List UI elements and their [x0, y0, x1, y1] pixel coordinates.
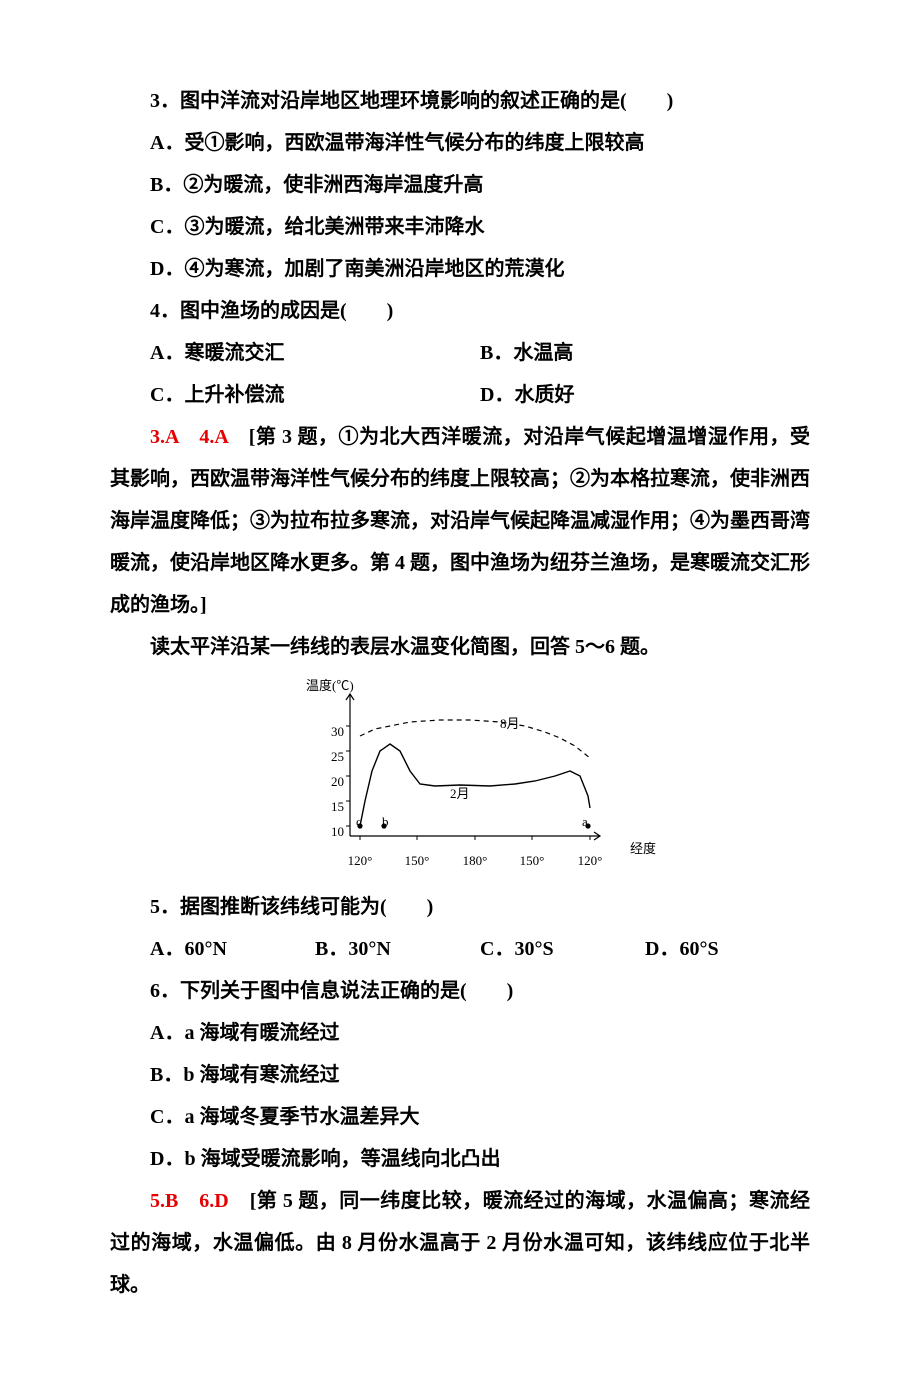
xtick-3: 150°: [520, 847, 545, 874]
answer-56: 5.B 6.D [第 5 题，同一纬度比较，暖流经过的海域，水温偏高；寒流经过的…: [110, 1180, 810, 1306]
q3-option-b: B．②为暖流，使非洲西海岸温度升高: [110, 164, 810, 206]
q6-option-d: D．b 海域受暖流影响，等温线向北凸出: [110, 1138, 810, 1180]
answer-34-key: 3.A 4.A: [150, 426, 228, 448]
answer-56-key: 5.B 6.D: [150, 1190, 229, 1212]
xtick-4: 120°: [578, 847, 603, 874]
q4-option-a: A．寒暖流交汇: [150, 332, 480, 374]
q3-option-a: A．受①影响，西欧温带海洋性气候分布的纬度上限较高: [110, 122, 810, 164]
q5-options-row: A．60°N B．30°N C．30°S D．60°S: [110, 928, 810, 970]
answer-34-body: [第 3 题，①为北大西洋暖流，对沿岸气候起增温增湿作用，受其影响，西欧温带海洋…: [110, 426, 810, 616]
aug-label: 8月: [500, 710, 520, 737]
q4-options-row1: A．寒暖流交汇 B．水温高: [110, 332, 810, 374]
ytick-4: 30: [320, 718, 344, 745]
q4-options-row2: C．上升补偿流 D．水质好: [110, 374, 810, 416]
q5-stem: 5．据图推断该纬线可能为( ): [110, 886, 810, 928]
q3-stem: 3．图中洋流对沿岸地区地理环境影响的叙述正确的是( ): [110, 80, 810, 122]
temperature-chart: 温度(℃) 经度: [300, 676, 620, 876]
q6-option-b: B．b 海域有寒流经过: [110, 1054, 810, 1096]
xtick-0: 120°: [348, 847, 373, 874]
xtick-1: 150°: [405, 847, 430, 874]
q6-option-c: C．a 海域冬夏季节水温差异大: [110, 1096, 810, 1138]
q4-option-b: B．水温高: [480, 332, 810, 374]
q4-option-d: D．水质好: [480, 374, 810, 416]
ytick-1: 15: [320, 793, 344, 820]
q4-stem: 4．图中渔场的成因是( ): [110, 290, 810, 332]
q5-option-b: B．30°N: [315, 928, 480, 970]
ytick-3: 25: [320, 743, 344, 770]
q6-option-a: A．a 海域有暖流经过: [110, 1012, 810, 1054]
q5-option-a: A．60°N: [150, 928, 315, 970]
point-b-label: b: [382, 808, 389, 835]
aug-line: [360, 720, 590, 758]
chart-wrap: 温度(℃) 经度: [110, 676, 810, 876]
q3-option-d: D．④为寒流，加剧了南美洲沿岸地区的荒漠化: [110, 248, 810, 290]
feb-line: [360, 744, 590, 826]
q4-option-c: C．上升补偿流: [150, 374, 480, 416]
ytick-0: 10: [320, 818, 344, 845]
point-a-label: a: [582, 808, 588, 835]
q5-option-c: C．30°S: [480, 928, 645, 970]
answer-34: 3.A 4.A [第 3 题，①为北大西洋暖流，对沿岸气候起增温增湿作用，受其影…: [110, 416, 810, 626]
y-ticks: [346, 726, 350, 826]
intro-56: 读太平洋沿某一纬线的表层水温变化简图，回答 5～6 题。: [110, 626, 810, 668]
q6-stem: 6．下列关于图中信息说法正确的是( ): [110, 970, 810, 1012]
point-c-label: c: [356, 808, 362, 835]
ytick-2: 20: [320, 768, 344, 795]
x-axis-label: 经度: [630, 835, 656, 862]
xtick-2: 180°: [463, 847, 488, 874]
feb-label: 2月: [450, 780, 470, 807]
q5-option-d: D．60°S: [645, 928, 810, 970]
q3-option-c: C．③为暖流，给北美洲带来丰沛降水: [110, 206, 810, 248]
document-page: 3．图中洋流对沿岸地区地理环境影响的叙述正确的是( ) A．受①影响，西欧温带海…: [0, 0, 920, 1386]
